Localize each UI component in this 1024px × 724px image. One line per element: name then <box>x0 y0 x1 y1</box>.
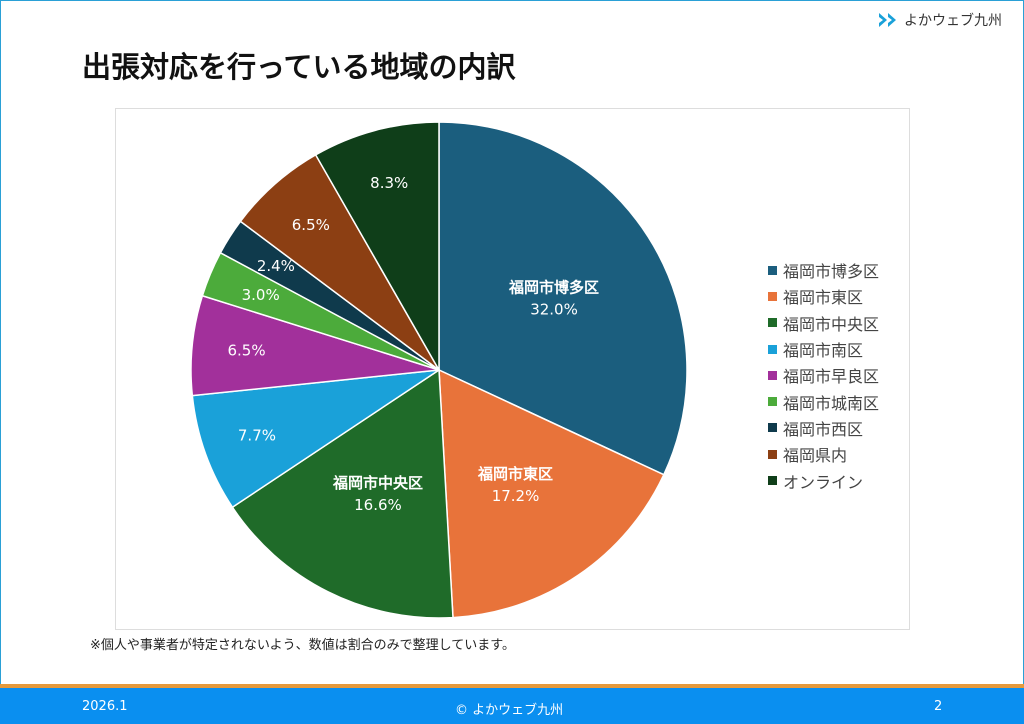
legend-label: 福岡市東区 <box>783 288 864 308</box>
double-chevron-icon <box>879 13 896 27</box>
legend-swatch <box>768 344 777 354</box>
legend-swatch <box>768 370 777 380</box>
legend-item: 福岡市博多区 <box>768 257 879 283</box>
pie-slice <box>191 369 440 509</box>
logo: よかウェブ九州 <box>878 10 1002 30</box>
footnote: ※個人や事業者が特定されないよう、数値は割合のみで整理しています。 <box>90 638 515 653</box>
legend-swatch <box>768 265 777 275</box>
legend-item: 福岡市城南区 <box>768 388 879 414</box>
legend-item: 福岡市中央区 <box>768 310 879 336</box>
legend-swatch <box>768 423 777 433</box>
data-label: 福岡市博多区 32.0% <box>508 279 599 319</box>
pie-slice <box>231 368 454 619</box>
data-label: 2.4% <box>257 257 295 275</box>
legend-swatch <box>768 291 777 301</box>
pie-slice <box>438 121 688 476</box>
data-label: 6.5% <box>227 342 265 360</box>
footer: 2026.1 © よかウェブ九州 2 <box>0 688 1024 724</box>
legend-item: 福岡市西区 <box>768 415 879 441</box>
legend: 福岡市博多区 福岡市東区福岡市中央区 福岡市南区福岡市早良区 福岡市城南区 福岡市西区福… <box>768 257 879 494</box>
legend-label: 福岡市博多区 <box>783 262 880 282</box>
pie-slice <box>314 121 440 373</box>
legend-item: 福岡市早良区 <box>768 362 879 388</box>
legend-item: 福岡県内 <box>768 441 879 467</box>
accent-bar <box>0 684 1024 688</box>
footer-date: 2026.1 <box>82 699 128 714</box>
logo-text: よかウェブ九州 <box>904 13 1002 29</box>
legend-label: 福岡市城南区 <box>783 393 880 413</box>
data-label: 福岡市中央区 16.6% <box>332 474 423 514</box>
legend-item: オンライン <box>768 467 879 493</box>
data-label: 福岡市東区 17.2% <box>477 465 553 505</box>
legend-swatch <box>768 476 777 486</box>
chart-area: 福岡市博多区 32.0% 福岡市東区 17.2% 福岡市中央区 16.6% 7.7% 6.5%… <box>115 108 910 630</box>
data-label: 3.0% <box>242 286 280 304</box>
page-number: 2 <box>934 699 943 714</box>
data-label: 8.3% <box>370 174 408 192</box>
legend-swatch <box>768 449 777 459</box>
legend-swatch <box>768 397 777 407</box>
legend-label: 福岡市南区 <box>783 341 864 361</box>
legend-label: 福岡市早良区 <box>783 367 880 387</box>
legend-label: 福岡市西区 <box>783 419 864 439</box>
legend-label: オンライン <box>783 472 864 492</box>
legend-swatch <box>768 318 777 328</box>
legend-label: 福岡県内 <box>783 446 848 466</box>
footer-copyright: © よかウェブ九州 <box>455 703 564 718</box>
legend-label: 福岡市中央区 <box>783 314 880 334</box>
legend-item: 福岡市南区 <box>768 336 879 362</box>
pie-slice <box>438 368 665 619</box>
legend-item: 福岡市東区 <box>768 283 879 309</box>
pie-chart: 福岡市博多区 32.0% 福岡市東区 17.2% 福岡市中央区 16.6% 7.7% 6.5%… <box>190 121 688 619</box>
data-label: 7.7% <box>238 426 276 444</box>
data-label: 6.5% <box>292 216 330 234</box>
page-title: 出張対応を行っている地域の内訳 <box>82 50 516 84</box>
